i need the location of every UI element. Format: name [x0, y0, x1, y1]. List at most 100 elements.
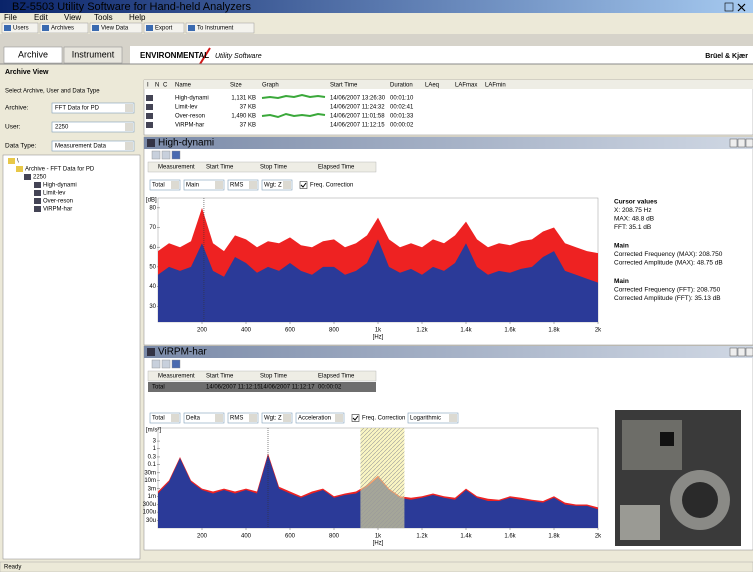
x-tick-label: 400 [241, 534, 252, 540]
toolbar-icon [4, 25, 11, 31]
highlight-hatch [360, 428, 404, 528]
dropdown-button [125, 104, 133, 112]
y-tick-label: 30u [146, 518, 156, 524]
cell: 00:01:33 [390, 114, 414, 120]
column-header: Elapsed Time [318, 165, 355, 171]
view-icon[interactable] [162, 360, 170, 368]
view-icon[interactable] [162, 151, 170, 159]
pane-icon [147, 139, 155, 147]
toolbar-label: To Instrument [197, 26, 234, 32]
side-panel-text: Corrected Amplitude (FFT): 35.13 dB [614, 295, 721, 302]
cell: 14/06/2007 11:12:17 [260, 385, 315, 391]
view-icon[interactable] [152, 360, 160, 368]
x-tick-label: 600 [285, 534, 296, 540]
cell: 14/06/2007 11:12:15 [206, 385, 261, 391]
dropdown-button [125, 123, 133, 131]
x-tick-label: 2k [595, 328, 602, 334]
column-header: Name [175, 83, 192, 89]
toolbar-icon [92, 25, 99, 31]
dropdown-button [171, 181, 179, 189]
cell: Over-reson [175, 114, 205, 120]
tree-icon [34, 198, 41, 204]
y-axis-label: [dB] [146, 198, 157, 204]
dropdown-value: Wgt: Z [264, 183, 282, 189]
dropdown-button [283, 181, 291, 189]
status-bar [0, 562, 753, 572]
tree-icon [34, 190, 41, 196]
y-axis-label: [m/s²] [146, 428, 161, 434]
page: { "window": {"title": "BZ-5503 Utility S… [0, 0, 753, 572]
pane-control[interactable] [746, 348, 753, 356]
row-icon [146, 122, 153, 128]
checkbox-label: Freq. Correction [362, 416, 405, 422]
x-tick-label: 200 [197, 328, 208, 334]
pane-icon [147, 348, 155, 356]
cell: 00:00:02 [390, 123, 414, 129]
column-header: C [163, 83, 168, 89]
dropdown-button [283, 414, 291, 422]
checkbox-label: Freq. Correction [310, 183, 353, 189]
x-tick-label: 1k [375, 534, 382, 540]
side-panel-text: Main [614, 243, 629, 250]
dropdown-button [249, 181, 257, 189]
photo-part [682, 482, 718, 518]
tree-item: 2250 [33, 175, 47, 181]
side-panel-text: Corrected Frequency (MAX): 208.750 [614, 251, 723, 258]
y-tick-label: 60 [149, 245, 156, 251]
app-window: BZ-5503 Utility Software for Hand-held A… [0, 0, 753, 572]
column-header: Size [230, 83, 242, 89]
y-tick-label: 0.3 [148, 455, 157, 461]
tree-item: Over-reson [43, 199, 73, 205]
y-tick-label: 10m [144, 478, 156, 484]
column-header: Elapsed Time [318, 374, 355, 380]
column-header: Measurement [158, 374, 195, 380]
tree-icon [8, 158, 15, 164]
x-tick-label: 1.2k [416, 534, 428, 540]
view-icon[interactable] [152, 151, 160, 159]
view-icon[interactable] [172, 151, 180, 159]
pane-control[interactable] [730, 348, 737, 356]
cell: 37 KB [240, 123, 256, 129]
tree-icon [24, 174, 31, 180]
x-tick-label: 1.8k [548, 534, 560, 540]
tab-label: Instrument [72, 49, 115, 59]
tree-item: Archive - FFT Data for PD [25, 167, 95, 173]
dropdown-button [171, 414, 179, 422]
dropdown-button [449, 414, 457, 422]
prompt: Select Archive, User and Data Type [5, 89, 100, 95]
photo-part [620, 505, 660, 540]
column-header: Graph [262, 83, 279, 89]
x-tick-label: 200 [197, 534, 208, 540]
x-tick-label: 800 [329, 534, 340, 540]
side-panel-text: Corrected Amplitude (MAX): 48.75 dB [614, 260, 723, 267]
side-panel-text: FFT: 35.1 dB [614, 224, 651, 231]
y-tick-label: 70 [149, 225, 156, 231]
pane-control[interactable] [746, 139, 753, 147]
view-icon[interactable] [172, 360, 180, 368]
field-value: 2250 [55, 125, 69, 131]
photo-part [660, 432, 674, 446]
pane-control[interactable] [738, 139, 745, 147]
pane-control[interactable] [738, 348, 745, 356]
toolbar-label: Users [13, 26, 29, 32]
field-value: FFT Data for PD [55, 106, 100, 112]
pane-control[interactable] [730, 139, 737, 147]
window-title: BZ-5503 Utility Software for Hand-held A… [12, 1, 252, 13]
toolbar-icon [146, 25, 153, 31]
y-tick-label: 80 [149, 205, 156, 211]
cell: Limit-lev [175, 105, 197, 111]
pane-title-bar [144, 346, 753, 358]
menu-item: Tools [94, 13, 113, 22]
x-tick-label: 1.4k [460, 328, 472, 334]
x-tick-label: 800 [329, 328, 340, 334]
y-tick-label: 300u [143, 502, 156, 508]
banner-product: ENVIRONMENTAL [140, 51, 209, 60]
toolbar-label: View Data [101, 26, 129, 32]
cell: High-dynami [175, 96, 209, 102]
column-header: LAFmin [485, 83, 506, 89]
y-tick-label: 0.1 [148, 462, 157, 468]
menu-item: View [64, 13, 81, 22]
side-panel-text: Cursor values [614, 199, 658, 206]
dropdown-value: Acceleration [298, 416, 331, 422]
x-tick-label: 1k [375, 328, 382, 334]
